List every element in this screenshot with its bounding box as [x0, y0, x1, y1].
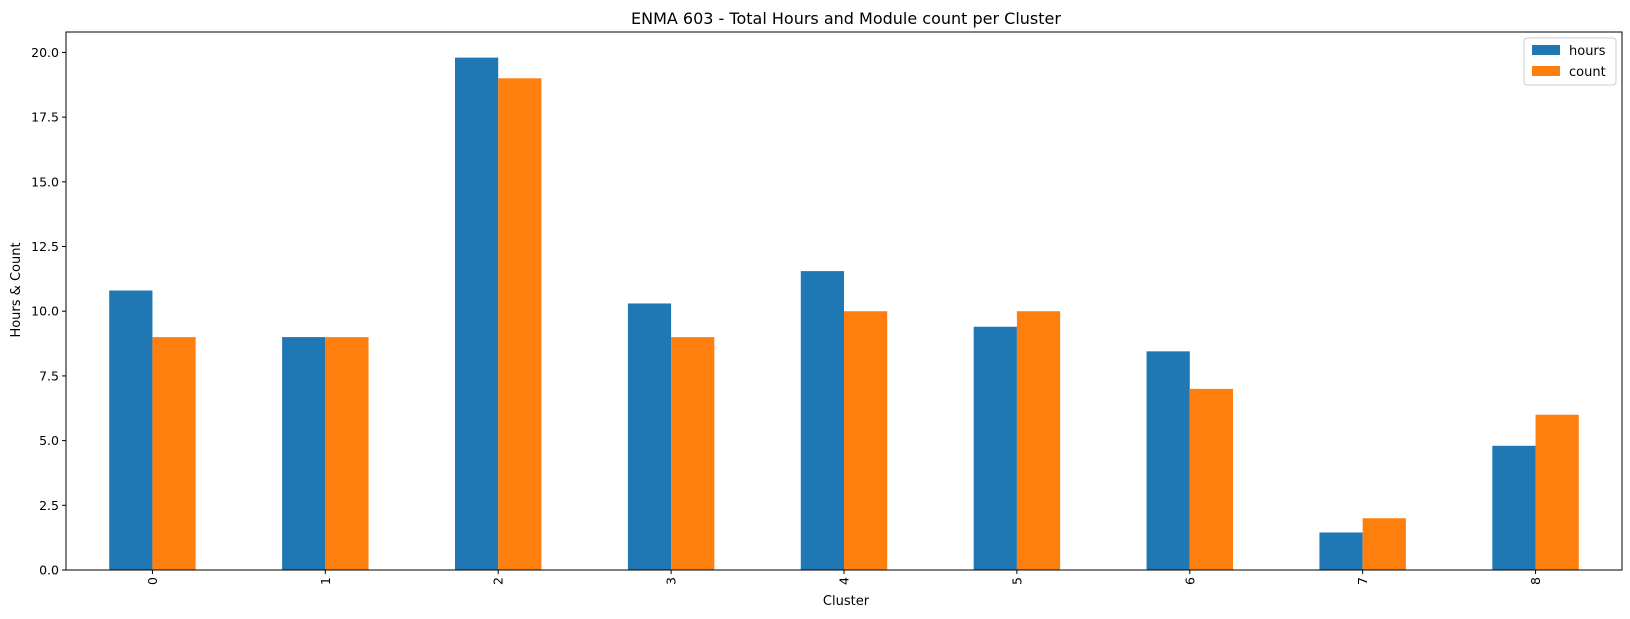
bar-hours-8	[1492, 445, 1536, 570]
x-tick-label: 6	[1182, 577, 1197, 585]
bar-count-4	[844, 311, 888, 570]
bar-hours-6	[1146, 351, 1190, 570]
y-tick-label: 5.0	[39, 433, 59, 448]
x-tick-label: 2	[491, 577, 506, 585]
legend-label-hours: hours	[1569, 44, 1606, 59]
plot-area: 0.0 2.5 5.0 7.5 10.0 12.5 15.0 17.5 20.0 0 1 2 3 4 5 6 7…	[31, 31, 1623, 585]
legend-label-count: count	[1569, 65, 1606, 80]
x-tick-label: 4	[837, 577, 852, 585]
bar-hours-0	[109, 290, 153, 570]
y-tick-label: 17.5	[31, 110, 59, 125]
y-tick-label: 0.0	[39, 563, 59, 578]
chart-title: ENMA 603 - Total Hours and Module count …	[631, 9, 1061, 28]
bar-hours-2	[455, 57, 499, 571]
bar-hours-7	[1319, 532, 1363, 570]
x-tick-label: 5	[1009, 577, 1024, 585]
bar-hours-1	[282, 337, 326, 570]
bar-count-0	[152, 337, 196, 570]
bar-count-7	[1362, 518, 1406, 570]
x-tick-label: 1	[318, 577, 333, 585]
y-tick-label: 7.5	[39, 368, 59, 383]
x-tick-label: 8	[1528, 577, 1543, 585]
y-tick-label: 15.0	[31, 174, 59, 189]
bar-hours-5	[973, 326, 1017, 570]
x-tick-label: 3	[664, 577, 679, 585]
bar-hours-4	[800, 271, 844, 570]
bar-count-1	[325, 337, 369, 570]
bar-count-2	[498, 78, 542, 570]
x-tick-label: 7	[1355, 577, 1370, 585]
bar-count-5	[1016, 311, 1061, 570]
y-axis-label: Hours & Count	[9, 242, 24, 337]
legend-swatch-hours	[1532, 45, 1560, 55]
bar-hours-3	[627, 303, 672, 570]
x-axis-label: Cluster	[823, 594, 870, 609]
bar-count-3	[671, 337, 715, 570]
y-tick-label: 2.5	[39, 498, 59, 513]
bar-count-8	[1535, 414, 1579, 570]
y-tick-label: 10.0	[31, 304, 59, 319]
bar-count-6	[1189, 388, 1233, 570]
x-tick-label: 0	[145, 577, 160, 585]
legend: hours count	[1523, 37, 1617, 86]
y-tick-label: 20.0	[31, 45, 59, 60]
y-tick-label: 12.5	[31, 239, 59, 254]
legend-swatch-count	[1532, 66, 1560, 76]
